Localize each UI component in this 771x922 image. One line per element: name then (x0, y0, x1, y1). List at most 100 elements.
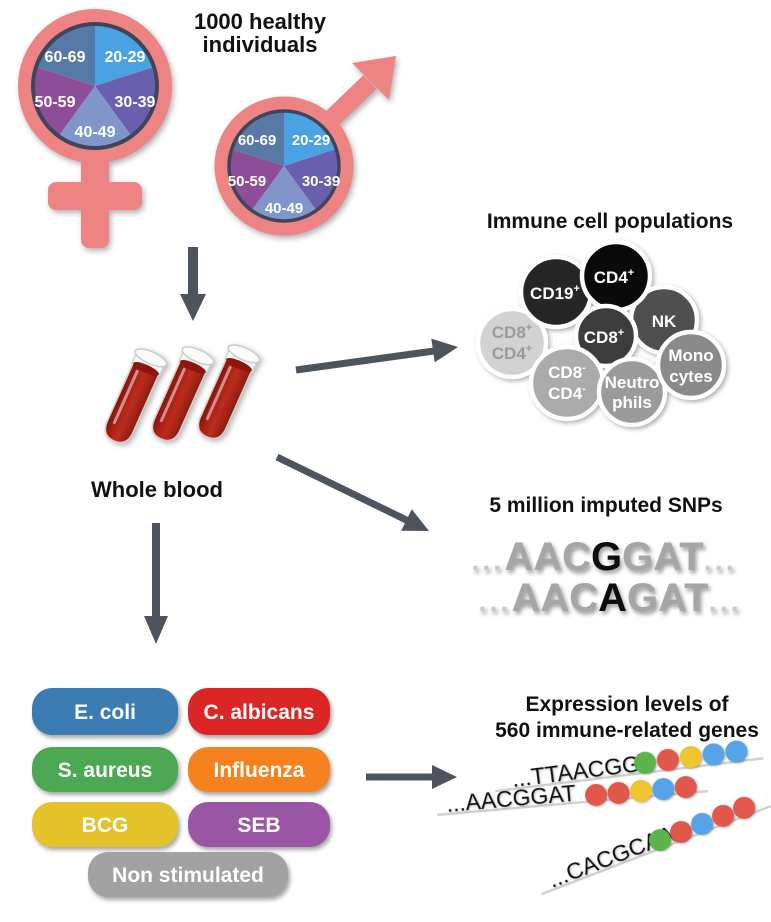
pie-label-50-59: 50-59 (228, 173, 266, 190)
female-symbol-icon (18, 9, 172, 248)
pie-slice-60-69 (36, 24, 95, 86)
stimulus-calbicans-label: C. albicans (204, 701, 315, 724)
cell-nk-label: NK (652, 312, 677, 331)
stimulus-influenza-label: Influenza (213, 759, 304, 782)
cell-cd8neg-cd4neg (528, 344, 606, 422)
pie-slice-40-49 (58, 86, 132, 149)
immune-section-title: Immune cell populations (487, 210, 733, 233)
female-cross-horizontal (48, 182, 142, 210)
cell-neutrophils (596, 356, 668, 428)
stimulus-bcg-label: BCG (82, 814, 129, 837)
expression-dot (649, 829, 672, 852)
whole-blood-label: Whole blood (91, 477, 223, 502)
cell-monocytes (655, 329, 727, 401)
stimulus-saureus-label: S. aureus (58, 759, 153, 782)
male-arrow-head (352, 56, 396, 100)
female-age-pie: 20-29 30-39 40-49 50-59 60-69 (31, 22, 159, 150)
blood-tube-icon (151, 346, 215, 442)
male-symbol-icon (214, 56, 396, 236)
pie-label-40-49: 40-49 (265, 200, 303, 217)
pie-label-50-59: 50-59 (35, 94, 76, 111)
cell-neutrophils-label1: Neutro (605, 373, 660, 392)
blood-tubes (104, 344, 261, 444)
stimulus-saureus-box (32, 747, 178, 792)
expression-title-line1: Expression levels of (525, 693, 729, 716)
cell-cd8pos-label: CD8+ (584, 327, 624, 347)
expression-dot (607, 781, 630, 804)
male-age-pie: 20-29 30-39 40-49 50-59 60-69 (227, 109, 341, 223)
arrow-blood-to-snps (275, 453, 429, 531)
expression-dot (702, 743, 725, 766)
pie-label-60-69: 60-69 (45, 49, 86, 66)
pie-label-60-69: 60-69 (238, 132, 276, 149)
arrow-blood-to-stimuli (144, 523, 168, 644)
expression-dot (679, 746, 702, 769)
pie-label-30-39: 30-39 (302, 173, 340, 190)
stimulus-ecoli-label: E. coli (74, 701, 136, 724)
stimulus-nonstimulated-box (88, 852, 288, 897)
pie-slice-30-39 (95, 66, 157, 137)
expression-dot (629, 780, 652, 803)
expression-row-2: ...AACGGAT (437, 776, 709, 817)
female-ring (18, 9, 172, 163)
expression-dot (656, 748, 679, 771)
cell-cd8neg-cd4neg-label2: CD4- (548, 383, 586, 403)
stimuli-panel: E. coli C. albicans S. aureus Influenza … (32, 688, 330, 897)
pie-label-40-49: 40-49 (75, 124, 116, 141)
expression-dot (670, 821, 693, 844)
snp-sequence-2: ...AACAGAT... (478, 576, 741, 620)
expression-title-line2: 560 immune-related genes (495, 719, 759, 742)
stimulus-calbicans-box (188, 688, 330, 735)
cell-cd8pos-cd4pos (475, 306, 549, 380)
blood-tube-icon (104, 348, 168, 444)
cell-cd19pos-label: CD19+ (530, 283, 580, 303)
expression-dot (733, 796, 756, 819)
cell-cd8pos-cd4pos-label2: CD4+ (492, 343, 532, 363)
pie-slice-50-59 (228, 149, 284, 211)
stimulus-influenza-box (188, 747, 330, 792)
pie-slice-20-29 (95, 24, 154, 86)
pie-slice-50-59 (33, 66, 95, 137)
expression-dot (725, 740, 748, 763)
stimulus-seb-label: SEB (237, 814, 280, 837)
male-ring (214, 96, 354, 236)
cell-neutrophils-label2: phils (612, 393, 652, 412)
cell-cd8pos (573, 303, 639, 369)
arrow-cohort-to-blood (180, 247, 206, 321)
pie-label-20-29: 20-29 (105, 49, 146, 66)
snps-section-title: 5 million imputed SNPs (489, 494, 722, 517)
pie-slice-30-39 (284, 149, 340, 211)
stimulus-nonstimulated-label: Non stimulated (112, 864, 264, 887)
stimulus-ecoli-box (32, 688, 178, 735)
pie-label-20-29: 20-29 (292, 132, 330, 149)
expression-dot (712, 804, 735, 827)
pie-slice-60-69 (231, 111, 284, 166)
expression-dot (634, 751, 657, 774)
pie-border (31, 22, 159, 150)
immune-cell-cluster: CD8+ CD4+ CD19+ NK CD4+ CD8+ CD8- CD4- N… (475, 239, 727, 428)
expression-dot (585, 783, 608, 806)
expression-dot (674, 776, 697, 799)
pie-border (227, 109, 341, 223)
stimulus-bcg-box (32, 802, 178, 847)
arrow-blood-to-cells (295, 338, 458, 374)
cohort-title-line2: individuals (203, 32, 318, 57)
expression-dot (691, 812, 714, 835)
pie-slice-20-29 (284, 111, 337, 166)
stimulus-seb-box (188, 802, 330, 847)
snp-sequence-1: ...AACGGAT... (471, 535, 737, 579)
cell-monocytes-label2: cytes (669, 367, 712, 386)
flow-arrows (144, 247, 458, 789)
cell-monocytes-label1: Mono (668, 346, 713, 365)
cohort-title-line1: 1000 healthy (194, 9, 327, 34)
pie-label-30-39: 30-39 (115, 94, 156, 111)
cell-cd8pos-cd4pos-label1: CD8+ (492, 322, 532, 342)
pie-slice-40-49 (251, 166, 317, 222)
expression-dot (652, 778, 675, 801)
cell-cd4pos-label: CD4+ (594, 267, 634, 287)
arrow-stimuli-to-expression (366, 765, 457, 789)
blood-tube-icon (197, 344, 261, 440)
cell-cd8neg-cd4neg-label1: CD8- (548, 362, 586, 382)
